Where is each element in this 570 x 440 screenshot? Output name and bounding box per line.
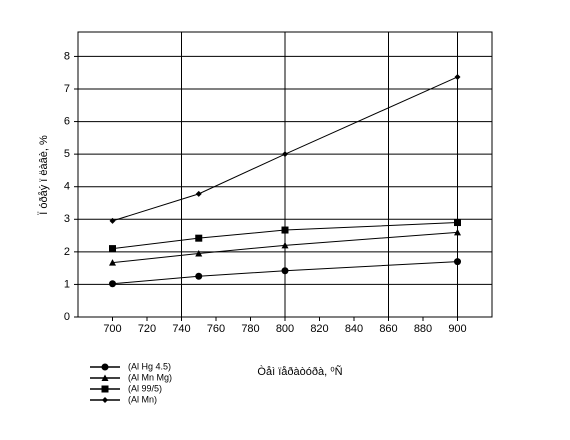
x-tick-label: 740	[172, 323, 190, 335]
data-point	[454, 258, 461, 266]
legend-marker	[102, 397, 108, 403]
legend-label: (Al Hg 4.5)	[128, 361, 171, 371]
legend-marker	[101, 374, 109, 381]
data-point	[282, 151, 288, 158]
data-point	[454, 219, 461, 227]
data-point	[109, 259, 116, 266]
y-tick-label: 2	[64, 246, 70, 258]
x-tick-label: 720	[138, 323, 156, 335]
y-axis-label: Ï óðåý ï ëàâè, %	[38, 135, 50, 215]
x-tick-label: 700	[103, 323, 121, 335]
series-line	[112, 76, 458, 222]
legend-marker	[101, 385, 109, 393]
y-tick-label: 0	[64, 311, 70, 323]
x-axis-label: Òåì ïåðàòóðà, ⁰Ñ	[257, 365, 342, 378]
data-point	[109, 217, 116, 224]
y-tick-label: 7	[64, 83, 70, 95]
y-tick-label: 1	[64, 278, 70, 290]
x-tick-label: 780	[241, 323, 259, 335]
y-tick-label: 6	[64, 115, 70, 127]
x-tick-label: 860	[379, 323, 397, 335]
data-point	[109, 280, 116, 288]
legend-label: (Al 99/5)	[128, 383, 162, 393]
series-line	[112, 261, 458, 285]
data-point	[454, 228, 461, 236]
data-point	[281, 226, 289, 234]
x-tick-label: 760	[207, 323, 225, 335]
legend-marker	[101, 363, 109, 371]
data-point	[195, 249, 203, 257]
y-tick-label: 3	[64, 213, 70, 225]
x-tick-label: 800	[276, 323, 294, 335]
legend-label: (Al Mn)	[128, 394, 157, 404]
data-point	[195, 272, 203, 280]
data-point	[195, 234, 203, 242]
x-tick-label: 900	[448, 323, 466, 335]
series-line	[112, 231, 458, 264]
data-point	[454, 73, 461, 80]
data-point	[195, 190, 202, 197]
data-point	[281, 241, 289, 249]
x-tick-label: 840	[345, 323, 363, 335]
x-tick-label: 820	[310, 323, 328, 335]
y-tick-label: 4	[64, 181, 70, 193]
data-point	[281, 267, 289, 275]
y-tick-label: 8	[64, 50, 70, 62]
y-tick-label: 5	[64, 148, 70, 160]
x-tick-label: 880	[414, 323, 432, 335]
legend-label: (Al Mn Mg)	[128, 372, 172, 382]
series-line	[112, 222, 458, 250]
data-point	[109, 245, 116, 253]
